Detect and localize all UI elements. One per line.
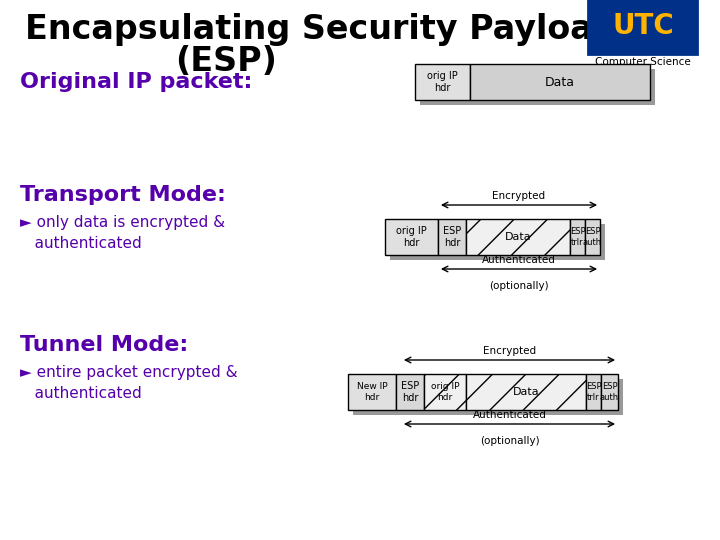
- Text: Original IP packet:: Original IP packet:: [20, 72, 253, 92]
- Text: Data: Data: [513, 387, 539, 397]
- Text: Encrypted: Encrypted: [483, 346, 536, 356]
- FancyBboxPatch shape: [588, 0, 697, 54]
- Text: Data: Data: [505, 232, 531, 242]
- Text: ESP
auth: ESP auth: [600, 382, 619, 402]
- Text: (optionally): (optionally): [489, 281, 549, 291]
- Text: Authenticated: Authenticated: [472, 410, 546, 420]
- Bar: [585, 219, 600, 255]
- Bar: [353, 379, 623, 415]
- Bar: [396, 374, 424, 410]
- Bar: [470, 64, 650, 100]
- Text: orig IP
hdr: orig IP hdr: [427, 71, 458, 93]
- Text: ESP
hdr: ESP hdr: [443, 226, 461, 248]
- Text: Authenticated: Authenticated: [482, 255, 556, 265]
- Text: Encrypted: Encrypted: [492, 191, 546, 201]
- Text: Computer Science: Computer Science: [595, 57, 691, 67]
- Text: ESP
trlr: ESP trlr: [585, 382, 601, 402]
- Text: (ESP): (ESP): [175, 45, 277, 78]
- Bar: [466, 374, 586, 410]
- Text: Transport Mode:: Transport Mode:: [20, 185, 226, 205]
- Text: ► entire packet encrypted &
   authenticated: ► entire packet encrypted & authenticate…: [20, 365, 238, 401]
- Text: Encapsulating Security Payload: Encapsulating Security Payload: [25, 13, 616, 46]
- Text: UTC: UTC: [612, 12, 674, 40]
- Text: ESP
hdr: ESP hdr: [401, 381, 419, 403]
- Text: Tunnel Mode:: Tunnel Mode:: [20, 335, 188, 355]
- Text: ► only data is encrypted &
   authenticated: ► only data is encrypted & authenticated: [20, 215, 225, 251]
- Text: Data: Data: [545, 76, 575, 89]
- Text: New IP
hdr: New IP hdr: [356, 382, 387, 402]
- Text: ESP
auth: ESP auth: [583, 227, 602, 247]
- Text: ESP
trlr: ESP trlr: [570, 227, 585, 247]
- Text: (optionally): (optionally): [480, 436, 539, 446]
- Bar: [466, 219, 570, 255]
- Bar: [420, 69, 655, 105]
- Bar: [570, 219, 585, 255]
- Bar: [390, 224, 605, 260]
- Bar: [385, 219, 438, 255]
- Bar: [438, 219, 466, 255]
- Bar: [424, 374, 466, 410]
- Bar: [415, 64, 470, 100]
- Bar: [348, 374, 396, 410]
- Text: orig IP
hdr: orig IP hdr: [431, 382, 459, 402]
- Bar: [601, 374, 618, 410]
- Text: orig IP
hdr: orig IP hdr: [396, 226, 427, 248]
- Bar: [586, 374, 601, 410]
